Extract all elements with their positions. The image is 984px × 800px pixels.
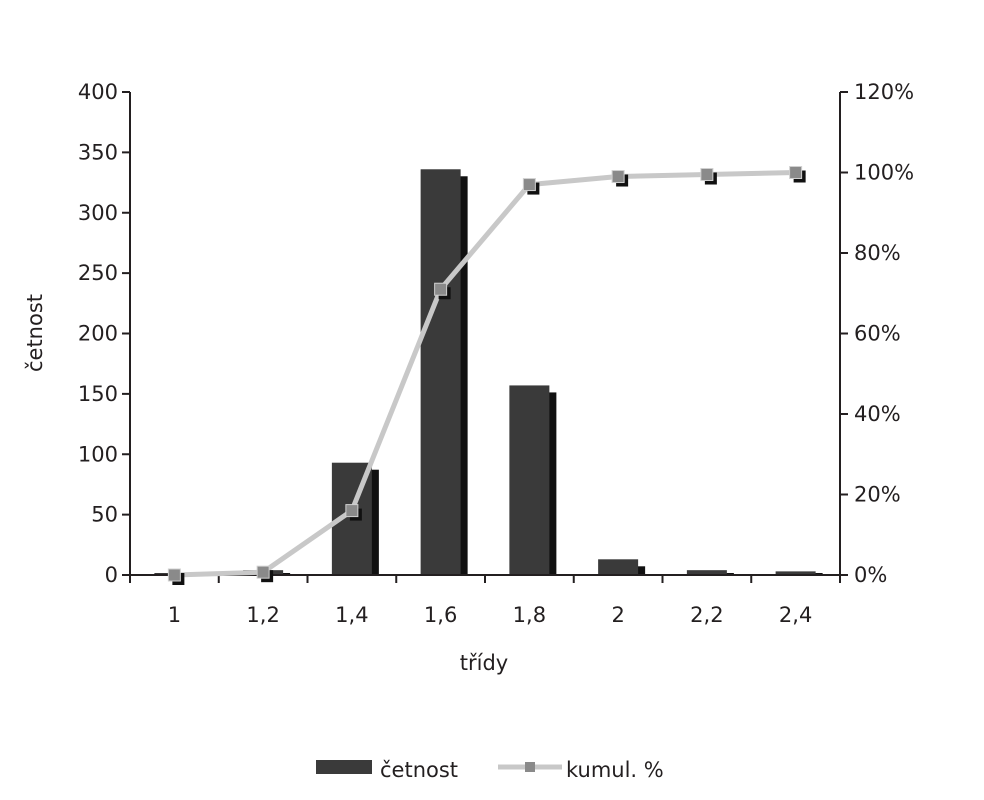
y-tick-label: 350: [78, 140, 118, 164]
y2-tick-label: 120%: [854, 80, 914, 104]
y-tick-label: 100: [78, 442, 118, 466]
x-tick-label: 2: [611, 603, 624, 627]
bar: [420, 169, 461, 575]
bar: [509, 385, 550, 575]
bar: [598, 559, 639, 575]
y2-tick-label: 100%: [854, 161, 914, 185]
legend-label-cetnost: četnost: [380, 758, 458, 782]
y2-tick-label: 80%: [854, 241, 901, 265]
legend-swatch-cetnost: [316, 760, 372, 774]
cumulative-line: [174, 170, 796, 578]
y2-tick-label: 0%: [854, 563, 887, 587]
x-tick-label: 1,4: [335, 603, 368, 627]
legend: četnost kumul. %: [316, 758, 664, 782]
legend-swatch-kumul-marker: [525, 762, 535, 772]
y2-tick-label: 20%: [854, 483, 901, 507]
x-tick-label: 1,8: [513, 603, 546, 627]
x-tick-label: 2,2: [690, 603, 723, 627]
y-axis-title: četnost: [23, 294, 47, 372]
y2-tick-label: 60%: [854, 322, 901, 346]
legend-label-kumul: kumul. %: [566, 758, 664, 782]
line-marker: [522, 178, 536, 192]
line-marker: [611, 170, 625, 184]
y2-tick-label: 40%: [854, 402, 901, 426]
y-tick-label: 300: [78, 201, 118, 225]
line-layer: [167, 166, 806, 585]
line-marker: [345, 504, 359, 518]
line-marker: [789, 166, 803, 179]
bars-layer: [154, 169, 823, 576]
y-tick-label: 200: [78, 322, 118, 346]
y-tick-label: 400: [78, 80, 118, 104]
bar: [686, 570, 727, 575]
line-marker: [434, 282, 448, 296]
line-marker: [167, 568, 181, 582]
y-tick-label: 0: [105, 563, 118, 587]
y-tick-label: 250: [78, 261, 118, 285]
ticks-layer: 0 50 100 150 200 250 300 350 400 0% 20% 40% 60% 80% 10…: [78, 80, 914, 627]
bar: [775, 571, 816, 575]
x-tick-label: 1,6: [424, 603, 457, 627]
x-tick-label: 1,2: [246, 603, 279, 627]
x-axis-title: třídy: [460, 651, 508, 675]
y-tick-label: 50: [91, 503, 118, 527]
line-marker: [700, 168, 714, 182]
y-tick-label: 150: [78, 382, 118, 406]
x-tick-label: 1: [168, 603, 181, 627]
x-tick-label: 2,4: [779, 603, 812, 627]
line-marker: [256, 565, 270, 579]
axes-layer: [129, 92, 841, 576]
